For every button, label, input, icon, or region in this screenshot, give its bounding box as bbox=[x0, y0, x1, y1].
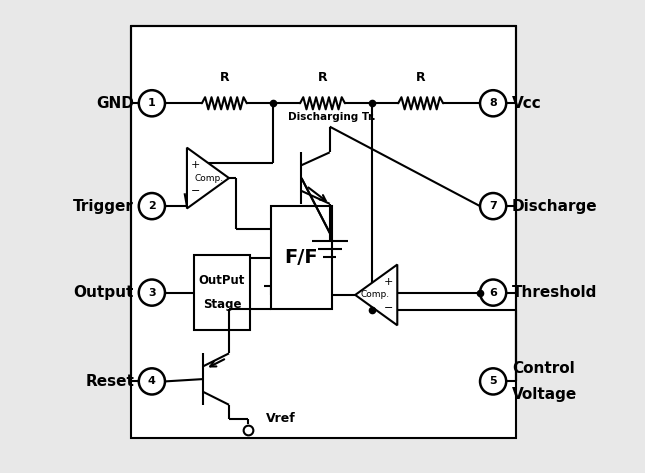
Text: OutPut: OutPut bbox=[199, 274, 245, 288]
Text: 7: 7 bbox=[490, 201, 497, 211]
Polygon shape bbox=[187, 148, 229, 209]
Text: Voltage: Voltage bbox=[512, 387, 577, 402]
Text: Threshold: Threshold bbox=[512, 285, 597, 300]
Text: +: + bbox=[384, 277, 393, 287]
Text: +: + bbox=[191, 160, 200, 170]
Polygon shape bbox=[355, 264, 397, 325]
Text: Discharging Tr.: Discharging Tr. bbox=[288, 112, 376, 122]
Text: 8: 8 bbox=[490, 98, 497, 108]
Circle shape bbox=[139, 368, 165, 394]
Text: R: R bbox=[219, 71, 229, 84]
Circle shape bbox=[139, 280, 165, 306]
Circle shape bbox=[480, 280, 506, 306]
Circle shape bbox=[139, 193, 165, 219]
Text: Comp.: Comp. bbox=[361, 290, 390, 299]
Circle shape bbox=[480, 193, 506, 219]
Text: 5: 5 bbox=[490, 377, 497, 386]
Bar bbox=[194, 255, 250, 330]
Text: Trigger: Trigger bbox=[74, 199, 134, 214]
Text: 6: 6 bbox=[489, 288, 497, 298]
Text: R: R bbox=[318, 71, 327, 84]
Text: R: R bbox=[416, 71, 426, 84]
Circle shape bbox=[480, 368, 506, 394]
Text: 3: 3 bbox=[148, 288, 155, 298]
Text: GND: GND bbox=[96, 96, 134, 111]
Text: Comp.: Comp. bbox=[195, 174, 224, 183]
Text: Stage: Stage bbox=[203, 298, 241, 311]
Circle shape bbox=[480, 90, 506, 116]
Circle shape bbox=[139, 90, 165, 116]
Text: −: − bbox=[384, 303, 393, 313]
Bar bbox=[271, 206, 332, 309]
Text: Output: Output bbox=[74, 285, 134, 300]
Text: 2: 2 bbox=[148, 201, 155, 211]
Text: Vcc: Vcc bbox=[512, 96, 542, 111]
Text: Vref: Vref bbox=[266, 412, 296, 425]
Text: Control: Control bbox=[512, 361, 575, 376]
Text: 4: 4 bbox=[148, 377, 156, 386]
Text: F/F: F/F bbox=[284, 248, 318, 267]
Text: Discharge: Discharge bbox=[512, 199, 597, 214]
Text: −: − bbox=[191, 186, 200, 196]
Text: 1: 1 bbox=[148, 98, 155, 108]
Text: Reset: Reset bbox=[85, 374, 134, 389]
Bar bbox=[131, 26, 517, 438]
